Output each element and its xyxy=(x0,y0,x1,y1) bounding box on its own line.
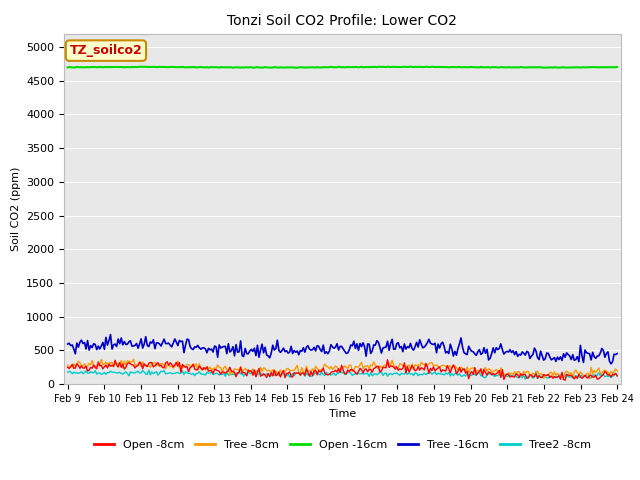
Legend: Open -8cm, Tree -8cm, Open -16cm, Tree -16cm, Tree2 -8cm: Open -8cm, Tree -8cm, Open -16cm, Tree -… xyxy=(90,435,595,454)
Text: TZ_soilco2: TZ_soilco2 xyxy=(70,44,142,57)
Title: Tonzi Soil CO2 Profile: Lower CO2: Tonzi Soil CO2 Profile: Lower CO2 xyxy=(227,14,458,28)
Y-axis label: Soil CO2 (ppm): Soil CO2 (ppm) xyxy=(11,167,20,251)
X-axis label: Time: Time xyxy=(329,409,356,419)
